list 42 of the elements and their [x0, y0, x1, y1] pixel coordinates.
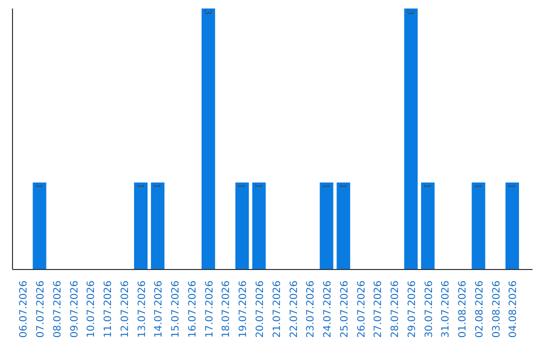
data-label: 1: [506, 184, 517, 188]
x-tick-label: 04.08.2026: [508, 280, 520, 338]
x-tick-label: 07.07.2026: [36, 280, 47, 338]
x-tick-label: 11.07.2026: [103, 280, 114, 338]
x-tick-label: 09.07.2026: [69, 280, 80, 338]
data-label: 1: [336, 184, 348, 188]
data-label: 1: [151, 184, 162, 188]
data-label: 1: [252, 184, 264, 188]
x-tick-label: 27.07.2026: [373, 280, 384, 338]
x-tick-label: 03.08.2026: [491, 280, 502, 338]
x-tick-label: 21.07.2026: [272, 280, 283, 338]
x-tick-label: 26.07.2026: [356, 280, 368, 338]
x-tick-label: 14.07.2026: [154, 280, 165, 338]
data-label: 3: [202, 10, 213, 14]
x-tick-label: 22.07.2026: [288, 280, 300, 338]
x-tick-label: 10.07.2026: [86, 280, 98, 338]
x-tick-label: 18.07.2026: [221, 280, 232, 338]
x-tick-label: 06.07.2026: [18, 280, 30, 338]
data-label: 1: [33, 184, 44, 188]
x-tick-label: 13.07.2026: [136, 280, 148, 338]
x-tick-label: 12.07.2026: [120, 280, 131, 338]
x-tick-label: 23.07.2026: [306, 280, 317, 338]
data-label: 3: [404, 10, 416, 14]
x-tick-label: 20.07.2026: [254, 280, 266, 338]
x-tick-label: 28.07.2026: [390, 280, 402, 338]
x-tick-label: 29.07.2026: [406, 280, 418, 338]
x-tick-label: 25.07.2026: [339, 280, 350, 338]
data-label: 1: [472, 184, 483, 188]
x-tick-label: 30.07.2026: [424, 280, 435, 338]
data-label: 1: [236, 184, 247, 188]
x-tick-label: 17.07.2026: [204, 280, 216, 338]
data-label: 1: [134, 184, 146, 188]
x-tick-label: 01.08.2026: [458, 280, 469, 338]
data-label: 1: [421, 184, 432, 188]
x-tick-label: 24.07.2026: [322, 280, 334, 338]
x-tick-label: 31.07.2026: [440, 280, 452, 338]
x-tick-label: 16.07.2026: [187, 280, 198, 338]
data-label: 1: [320, 184, 332, 188]
x-tick-label: 08.07.2026: [52, 280, 64, 338]
x-tick-label: 15.07.2026: [170, 280, 182, 338]
x-tick-label: 19.07.2026: [238, 280, 250, 338]
x-tick-label: 02.08.2026: [474, 280, 486, 338]
